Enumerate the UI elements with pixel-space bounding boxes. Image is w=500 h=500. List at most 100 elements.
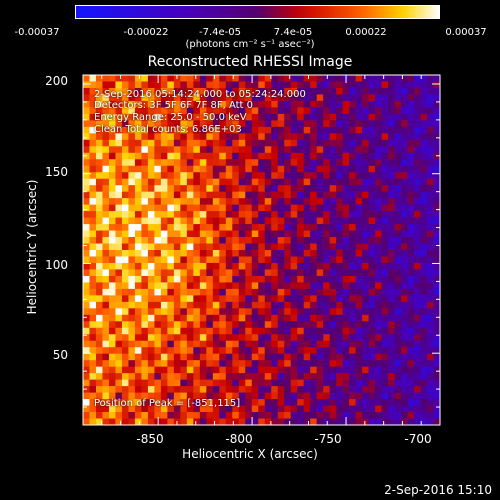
heatmap-cell (258, 146, 266, 154)
heatmap-cell (245, 366, 253, 374)
heatmap-cell (95, 340, 103, 348)
heatmap-cell (251, 120, 259, 128)
heatmap-cell (160, 366, 168, 374)
heatmap-cell (238, 353, 246, 361)
heatmap-cell (342, 126, 350, 134)
heatmap-cell (427, 152, 434, 160)
heatmap-cell (329, 262, 337, 270)
heatmap-cell (407, 392, 415, 400)
heatmap-cell (115, 269, 123, 277)
heatmap-cell (290, 217, 298, 225)
heatmap-cell (381, 113, 389, 121)
heatmap-cell (232, 379, 240, 387)
heatmap-cell (102, 198, 110, 206)
heatmap-cell (186, 87, 194, 95)
heatmap-cell (433, 360, 441, 368)
heatmap-cell (349, 269, 357, 277)
heatmap-cell (199, 262, 207, 270)
heatmap-cell (342, 321, 350, 329)
heatmap-cell (219, 379, 227, 387)
heatmap-cell (271, 139, 279, 147)
heatmap-cell (154, 204, 162, 212)
heatmap-cell (420, 314, 428, 322)
heatmap-cell (342, 204, 350, 212)
heatmap-cell (193, 152, 201, 160)
heatmap-cell (401, 379, 408, 387)
heatmap-cell (277, 100, 285, 108)
heatmap-cell (284, 366, 292, 374)
heatmap-cell (108, 100, 116, 108)
heatmap-cell (310, 288, 318, 296)
heatmap-cell (141, 366, 149, 374)
heatmap-cell (167, 107, 175, 115)
heatmap-cell (83, 237, 90, 244)
heatmap-cell (381, 373, 389, 381)
heatmap-cell (381, 94, 389, 102)
heatmap-cell (141, 386, 149, 393)
heatmap-cell (427, 360, 434, 368)
heatmap-cell (310, 340, 318, 348)
heatmap-cell (310, 327, 318, 335)
heatmap-cell (297, 295, 305, 303)
heatmap-cell (297, 75, 305, 82)
heatmap-cell (258, 159, 266, 167)
heatmap-cell (394, 178, 402, 186)
heatmap-cell (420, 159, 428, 167)
heatmap-cell (225, 100, 233, 108)
heatmap-cell (342, 224, 350, 231)
heatmap-cell (290, 412, 298, 419)
heatmap-cell (89, 172, 97, 180)
heatmap-cell (303, 120, 311, 128)
heatmap-cell (251, 152, 259, 160)
heatmap-cell (297, 288, 305, 296)
heatmap-cell (193, 314, 201, 322)
heatmap-cell (206, 288, 214, 296)
heatmap-cell (134, 198, 142, 206)
heatmap-cell (427, 250, 434, 257)
heatmap-cell (245, 373, 253, 381)
heatmap-cell (232, 340, 240, 348)
heatmap-cell (401, 211, 408, 218)
heatmap-cell (147, 139, 155, 147)
heatmap-cell (95, 353, 103, 361)
heatmap-cell (193, 321, 201, 329)
heatmap-cell (355, 262, 363, 270)
heatmap-cell (173, 172, 181, 180)
heatmap-cell (258, 243, 266, 251)
heatmap-cell (388, 373, 395, 381)
heatmap-cell (407, 282, 415, 290)
heatmap-cell (108, 120, 116, 128)
heatmap-cell (141, 418, 149, 426)
heatmap-cell (394, 243, 402, 251)
heatmap-cell (355, 87, 363, 95)
heatmap-cell (212, 373, 220, 381)
heatmap-cell (193, 81, 201, 89)
heatmap-cell (420, 178, 428, 186)
heatmap-cell (414, 94, 421, 102)
heatmap-cell (381, 353, 389, 361)
heatmap-cell (427, 282, 434, 290)
heatmap-cell (212, 405, 220, 413)
heatmap-cell (251, 308, 259, 316)
heatmap-cell (414, 237, 421, 244)
heatmap-cell (128, 165, 136, 173)
heatmap-cell (251, 198, 259, 206)
heatmap-cell (381, 126, 389, 134)
heatmap-cell (193, 146, 201, 154)
heatmap-cell (193, 100, 201, 108)
heatmap-cell (323, 269, 331, 277)
heatmap-cell (375, 211, 382, 218)
heatmap-cell (102, 327, 110, 335)
heatmap-cell (420, 275, 428, 283)
heatmap-cell (193, 243, 201, 251)
heatmap-cell (381, 308, 389, 316)
heatmap-cell (199, 230, 207, 238)
heatmap-cell (277, 250, 285, 257)
heatmap-cell (245, 165, 253, 173)
heatmap-cell (388, 217, 395, 225)
heatmap-cell (232, 133, 240, 141)
heatmap-cell (342, 146, 350, 154)
heatmap-cell (160, 282, 168, 290)
heatmap-cell (414, 146, 421, 154)
heatmap-cell (401, 262, 408, 270)
